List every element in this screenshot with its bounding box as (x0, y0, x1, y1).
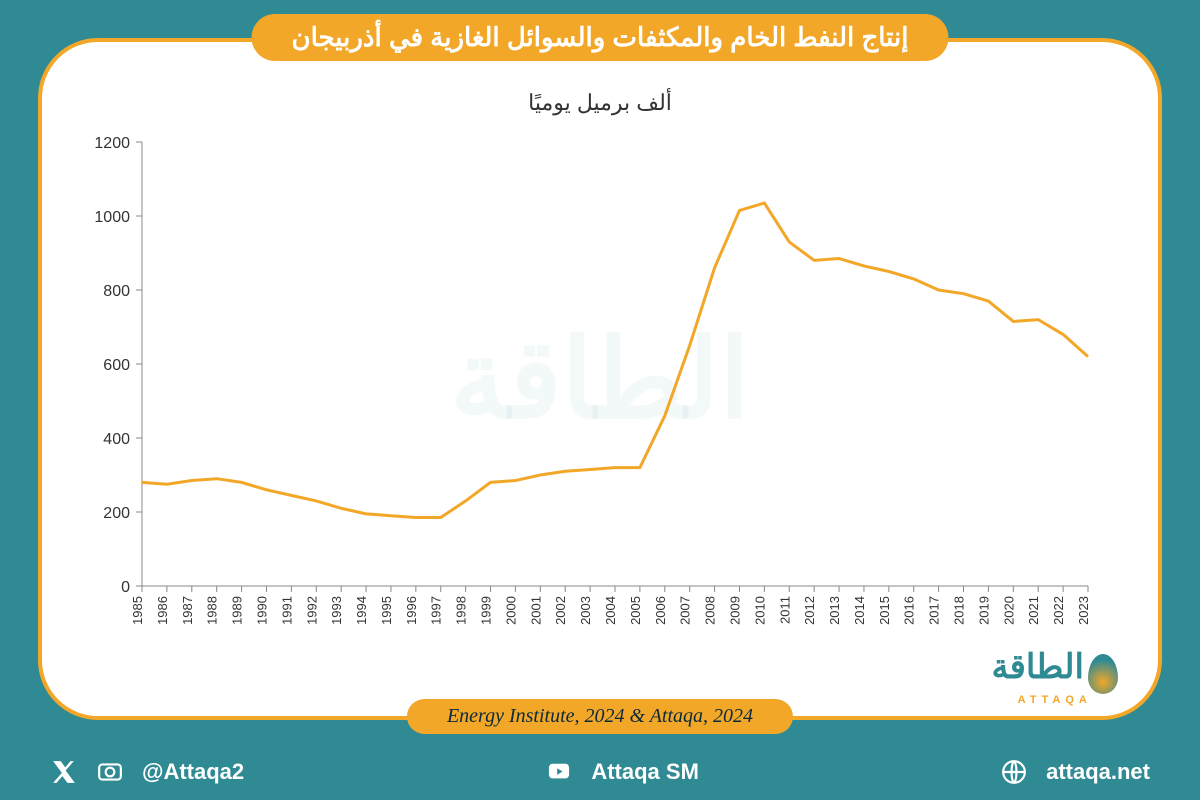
svg-text:2000: 2000 (503, 596, 518, 625)
svg-text:2022: 2022 (1051, 596, 1066, 625)
social-right: attaqa.net (1000, 758, 1150, 786)
svg-text:1995: 1995 (379, 596, 394, 625)
svg-text:2018: 2018 (952, 596, 967, 625)
globe-icon[interactable] (1000, 758, 1028, 786)
svg-text:1988: 1988 (205, 596, 220, 625)
svg-text:2003: 2003 (578, 596, 593, 625)
svg-text:1992: 1992 (304, 596, 319, 625)
svg-text:2020: 2020 (1001, 596, 1016, 625)
camera-icon[interactable] (96, 758, 124, 786)
chart-area: 0200400600800100012001985198619871988198… (132, 132, 1098, 596)
svg-text:2012: 2012 (802, 596, 817, 625)
svg-text:2011: 2011 (777, 596, 792, 624)
svg-text:2006: 2006 (653, 596, 668, 625)
svg-text:2016: 2016 (902, 596, 917, 625)
svg-text:800: 800 (103, 283, 130, 300)
svg-text:600: 600 (103, 357, 130, 374)
svg-text:2007: 2007 (678, 596, 693, 625)
svg-text:2014: 2014 (852, 596, 867, 625)
line-chart-svg: 0200400600800100012001985198619871988198… (132, 132, 1098, 596)
svg-text:0: 0 (121, 579, 130, 596)
svg-text:1999: 1999 (479, 596, 494, 625)
svg-text:1993: 1993 (329, 596, 344, 625)
svg-text:1985: 1985 (130, 596, 145, 625)
logo-text-sub: ATTAQA (991, 694, 1118, 706)
svg-text:2005: 2005 (628, 596, 643, 625)
youtube-icon[interactable] (545, 758, 573, 786)
svg-text:400: 400 (103, 431, 130, 448)
svg-text:2001: 2001 (528, 596, 543, 625)
social-center: Attaqa SM (545, 758, 699, 786)
svg-text:1996: 1996 (404, 596, 419, 625)
svg-text:2021: 2021 (1026, 596, 1041, 625)
svg-text:1994: 1994 (354, 596, 369, 625)
svg-text:2010: 2010 (752, 596, 767, 625)
svg-text:1998: 1998 (454, 596, 469, 625)
chart-subtitle: ألف برميل يوميًا (528, 90, 672, 116)
footer-bar: @Attaqa2 Attaqa SM attaqa.net (0, 744, 1200, 800)
svg-text:2023: 2023 (1076, 596, 1091, 625)
svg-text:1991: 1991 (279, 596, 294, 625)
svg-text:2015: 2015 (877, 596, 892, 625)
svg-text:2019: 2019 (976, 596, 991, 625)
brand-logo: الطاقة ATTAQA (991, 647, 1118, 706)
twitter-handle[interactable]: @Attaqa2 (142, 759, 244, 785)
svg-text:2008: 2008 (703, 596, 718, 625)
youtube-label[interactable]: Attaqa SM (591, 759, 699, 785)
svg-text:1986: 1986 (155, 596, 170, 625)
svg-text:1997: 1997 (429, 596, 444, 625)
svg-text:1989: 1989 (230, 596, 245, 625)
website-link[interactable]: attaqa.net (1046, 759, 1150, 785)
svg-text:1990: 1990 (254, 596, 269, 625)
svg-text:2002: 2002 (553, 596, 568, 625)
svg-text:1200: 1200 (94, 135, 130, 152)
svg-text:2004: 2004 (603, 596, 618, 625)
svg-text:2013: 2013 (827, 596, 842, 625)
svg-text:2017: 2017 (927, 596, 942, 625)
chart-card: الطاقة ألف برميل يوميًا 0200400600800100… (38, 38, 1162, 720)
social-left: @Attaqa2 (50, 758, 244, 786)
svg-text:1000: 1000 (94, 209, 130, 226)
svg-text:2009: 2009 (727, 596, 742, 625)
chart-title-banner: إنتاج النفط الخام والمكثفات والسوائل الغ… (252, 14, 949, 61)
svg-text:1987: 1987 (180, 596, 195, 625)
source-banner: Energy Institute, 2024 & Attaqa, 2024 (407, 699, 793, 734)
x-icon[interactable] (50, 758, 78, 786)
logo-text-main: الطاقة (991, 648, 1084, 686)
flame-icon (1088, 654, 1118, 694)
svg-text:200: 200 (103, 505, 130, 522)
